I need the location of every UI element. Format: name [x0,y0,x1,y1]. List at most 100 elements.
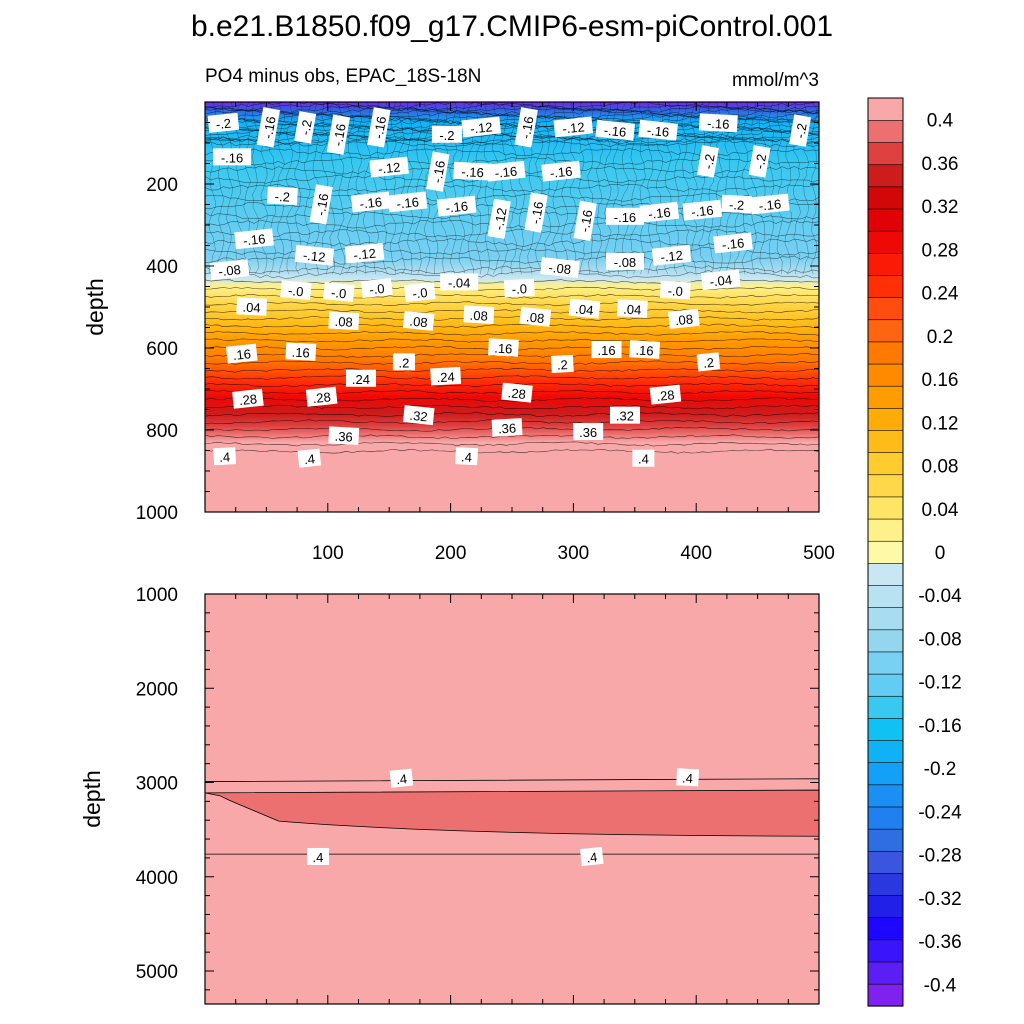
contour-label-box [285,342,317,361]
contour-label-box [225,343,258,364]
contour-label-box [605,252,644,270]
contour-label-box [430,366,462,386]
colorbar-swatch [867,762,904,786]
contour-label-box [540,257,580,278]
contour-label-text: -.16 [242,231,266,248]
contour-line [345,102,354,275]
colorbar-tick-label: 0 [935,543,946,564]
contour-label: .32 [609,406,640,424]
contour-label-box [487,198,511,239]
contour-line [784,102,793,275]
contour-label-text: -.08 [218,262,242,279]
x-tick-label: 400 [680,543,712,564]
contour-label-box [455,447,479,466]
contour-label: -.16 [514,107,538,148]
contour-label: .16 [488,338,519,357]
colorbar-tick-label: -0.4 [924,975,957,996]
contour-label: -.16 [309,184,333,225]
contour-line [423,102,431,275]
contour-line [509,102,518,275]
contour-label-box [389,768,414,788]
contour-line [205,316,819,321]
contour-line [205,441,819,447]
contour-label: -.0 [323,282,355,303]
contour-label-text: -.12 [491,207,510,232]
contour-label: .04 [568,298,601,319]
contour-label-box [361,278,393,299]
colorbar-swatch [867,806,904,830]
contour-label-box [326,114,351,155]
contour-label-box [541,160,581,182]
contour-label: -.12 [344,242,385,264]
contour-label: -.2 [789,114,812,147]
contour-label-text: -.2 [297,119,314,137]
contour-line [205,301,819,307]
contour-label-text: -.16 [528,200,547,225]
contour-label-text: -.2 [215,116,232,133]
contour-label: .4 [676,768,700,787]
contour-label: .28 [305,386,338,407]
colorbar-swatch [867,496,904,520]
contour-label-box [789,114,812,147]
contour-label-text: -.16 [330,123,349,148]
contour-label: .2 [392,353,415,371]
contour-label: -.16 [682,199,723,221]
contour-label-text: .32 [409,408,429,425]
contour-label: -.16 [605,207,644,225]
contour-line [501,102,509,275]
upper-contour-labels: -.2 -.16 -.2 -.16 -.16 -.2 -.12 -.16 -.12 -.16 -.1… [207,107,812,468]
contour-label: -.16 [595,119,635,141]
contour-label: -.16 [234,228,274,250]
contour-label-text: -.16 [221,150,243,165]
contour-label-text: .32 [616,409,634,424]
contour-label-box [453,161,493,181]
contour-label: -.2 [207,112,240,133]
contour-label: -.16 [256,107,281,148]
colorbar-tick-label: -0.16 [918,716,961,737]
contour-label: .4 [213,447,237,466]
contour-line [630,102,638,275]
contour-label: .4 [306,847,329,865]
contour-label: -.16 [639,201,680,223]
contour-label-text: -.16 [371,115,390,140]
contour-label-text: .28 [656,387,676,404]
contour-label-text: -.0 [667,283,683,299]
lower-x-axis [235,594,820,1004]
contour-line [205,323,819,328]
colorbar-swatch [867,939,904,963]
colorbar-swatch [867,717,904,741]
colorbar-swatch [867,562,904,586]
colorbar-swatch [867,983,904,1007]
colorbar-swatch [867,141,904,166]
contour-line [698,102,706,275]
colorbar-tick-label: -0.04 [918,586,962,607]
contour-label-box [550,354,574,373]
contour-label-text: .08 [674,311,694,328]
colorbar-tick-label: 0.36 [922,154,959,175]
contour-label-text: -.08 [614,255,636,270]
colorbar-swatch [867,407,904,431]
colorbar-swatch [867,230,904,254]
contour-label: -.2 [266,186,298,206]
contour-label: -.16 [638,119,678,141]
contour-label-box [236,297,268,316]
contour-label-text: -.16 [429,159,448,184]
colorbar-swatch [867,164,904,188]
contour-line [406,102,414,275]
contour-label: -.2 [721,194,753,214]
contour-label-box [463,305,495,324]
contour-label: -.16 [387,191,428,213]
colorbar-swatch [867,363,904,387]
contour-line [205,265,819,274]
lower-bands [205,778,819,855]
contour-label-text: -.16 [313,192,332,217]
y-tick-label: 800 [146,421,178,442]
contour-label-box [436,195,477,217]
contour-label-box [595,119,635,141]
contour-label-box [280,280,312,301]
colorbar-tick-label: -0.28 [918,846,961,867]
colorbar-swatch [867,695,904,719]
contour-label-text: -.16 [494,164,518,181]
contour-label-box [350,191,391,213]
contour-label-text: .4 [638,452,649,467]
